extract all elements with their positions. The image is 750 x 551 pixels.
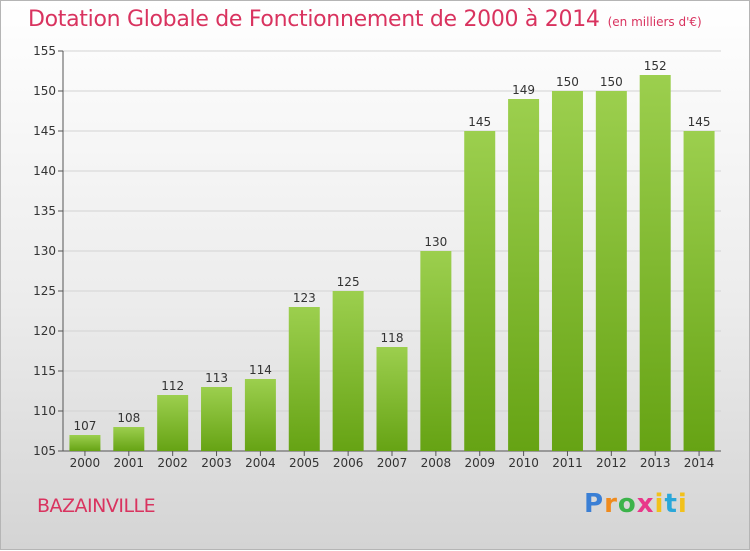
data-label: 130 — [424, 235, 447, 249]
data-label: 112 — [161, 379, 184, 393]
proxiti-logo[interactable]: Proxiti — [584, 489, 688, 519]
data-label: 150 — [556, 75, 579, 89]
data-label: 113 — [205, 371, 228, 385]
x-tick-label: 2010 — [508, 456, 539, 470]
x-tick-label: 2011 — [552, 456, 583, 470]
chart-unit-note: (en milliers d'€) — [607, 15, 702, 29]
bar-2004 — [244, 379, 276, 451]
bar-2005 — [288, 307, 320, 451]
y-tick-label: 155 — [33, 44, 56, 58]
data-label: 125 — [337, 275, 360, 289]
bars — [69, 75, 715, 451]
x-tick-label: 2006 — [333, 456, 364, 470]
bar-2002 — [157, 395, 189, 451]
x-tick-label: 2005 — [289, 456, 320, 470]
bar-2003 — [201, 387, 233, 451]
x-tick-label: 2012 — [596, 456, 627, 470]
y-tick-label: 140 — [33, 164, 56, 178]
bar-2009 — [464, 131, 496, 451]
data-label: 108 — [117, 411, 140, 425]
data-label: 114 — [249, 363, 272, 377]
bar-2013 — [639, 75, 671, 451]
x-tick-label: 2013 — [640, 456, 671, 470]
data-label: 118 — [381, 331, 404, 345]
data-label: 152 — [644, 59, 667, 73]
x-tick-label: 2007 — [377, 456, 408, 470]
x-tick-label: 2014 — [684, 456, 715, 470]
bar-2001 — [113, 427, 145, 451]
bar-2007 — [376, 347, 408, 451]
y-tick-label: 105 — [33, 444, 56, 458]
bar-2010 — [508, 99, 540, 451]
data-label: 145 — [688, 115, 711, 129]
data-label: 107 — [73, 419, 96, 433]
data-labels: 107 108 112 113 114 123 125 118 130 145 149 150 150 1… — [73, 59, 710, 433]
data-label: 149 — [512, 83, 535, 97]
chart-title: Dotation Globale de Fonctionnement de 20… — [28, 7, 702, 32]
bar-2008 — [420, 251, 452, 451]
data-label: 150 — [600, 75, 623, 89]
x-tick-label: 2000 — [70, 456, 101, 470]
y-tick-label: 135 — [33, 204, 56, 218]
x-tick-labels: 2000 2001 2002 2003 2004 2005 2006 2007 2008 2009… — [70, 451, 715, 470]
bar-2014 — [683, 131, 715, 451]
bar-2000 — [69, 435, 101, 451]
y-tick-label: 115 — [33, 364, 56, 378]
y-tick-label: 110 — [33, 404, 56, 418]
bar-2006 — [332, 291, 364, 451]
y-tick-label: 150 — [33, 84, 56, 98]
data-label: 123 — [293, 291, 316, 305]
data-label: 145 — [468, 115, 491, 129]
y-tick-label: 145 — [33, 124, 56, 138]
y-tick-label: 130 — [33, 244, 56, 258]
commune-name: BAZAINVILLE — [37, 495, 156, 517]
x-tick-label: 2003 — [201, 456, 232, 470]
y-tick-label: 125 — [33, 284, 56, 298]
chart-title-text: Dotation Globale de Fonctionnement de 20… — [28, 7, 600, 32]
x-tick-label: 2008 — [421, 456, 452, 470]
x-tick-label: 2004 — [245, 456, 276, 470]
y-tick-label: 120 — [33, 324, 56, 338]
bar-2011 — [551, 91, 583, 451]
x-tick-label: 2002 — [157, 456, 188, 470]
y-tick-labels: 105 110 115 120 125 130 135 140 145 150 155 — [33, 44, 63, 458]
x-tick-label: 2001 — [114, 456, 145, 470]
bar-2012 — [595, 91, 627, 451]
x-tick-label: 2009 — [464, 456, 495, 470]
